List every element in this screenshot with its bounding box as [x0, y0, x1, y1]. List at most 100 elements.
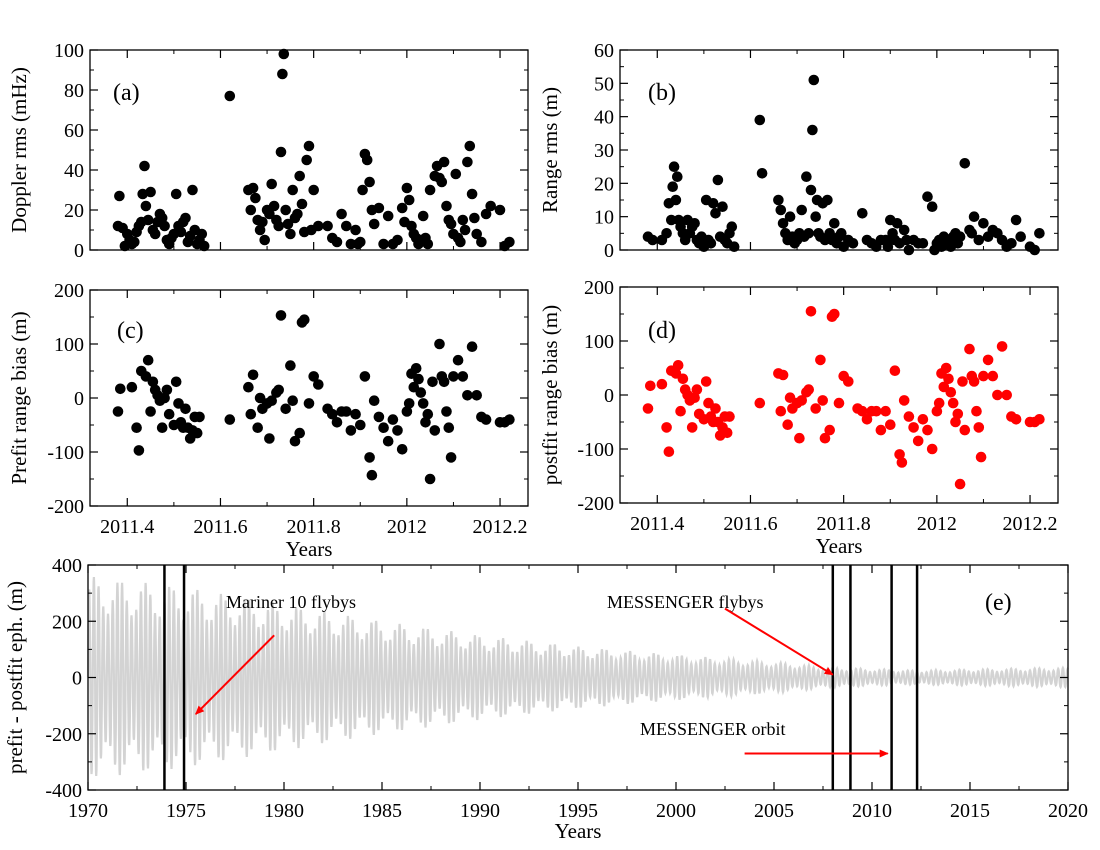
y-tick-label: 20 — [594, 173, 614, 195]
x-axis-title: Years — [816, 534, 863, 558]
data-point — [982, 354, 994, 366]
data-point — [903, 411, 915, 422]
data-point — [417, 398, 429, 409]
x-tick-label: 2011.6 — [193, 516, 247, 538]
data-point — [721, 427, 733, 439]
data-point — [156, 212, 168, 224]
x-tick-label: 2005 — [754, 800, 794, 822]
data-point — [822, 194, 833, 206]
data-point — [180, 403, 191, 415]
data-point — [717, 201, 728, 212]
data-point — [775, 405, 787, 417]
data-point — [170, 376, 182, 388]
data-point — [796, 395, 807, 406]
data-point — [355, 236, 366, 248]
data-point — [287, 395, 299, 407]
data-point — [142, 214, 154, 226]
data-point — [392, 425, 403, 436]
data-point — [773, 194, 784, 206]
data-point — [940, 362, 952, 374]
data-point — [359, 371, 371, 382]
data-point — [278, 48, 290, 60]
data-point — [810, 403, 821, 414]
data-point — [801, 171, 812, 182]
data-point — [308, 371, 320, 382]
annotation-label: Mariner 10 flybys — [226, 592, 356, 612]
y-tick-label: 0 — [74, 388, 84, 410]
data-point — [313, 220, 324, 232]
data-point — [912, 435, 924, 447]
y-tick-label: 50 — [594, 73, 614, 95]
data-point — [964, 343, 975, 355]
data-point — [133, 445, 145, 456]
data-point — [445, 218, 457, 230]
data-point — [975, 451, 987, 463]
y-tick-label: 40 — [64, 160, 84, 182]
data-point — [494, 204, 506, 216]
data-point — [672, 360, 684, 371]
data-point — [707, 198, 719, 209]
data-point — [689, 392, 700, 404]
y-axis-title: Prefit range bias (m) — [7, 311, 31, 484]
data-point — [413, 373, 424, 385]
data-point — [908, 422, 919, 433]
data-point — [159, 220, 170, 232]
x-tick-label: 1975 — [166, 800, 206, 822]
data-point — [156, 422, 168, 434]
data-point — [647, 234, 658, 246]
panel-label: (c) — [117, 318, 144, 344]
data-point — [313, 379, 324, 390]
data-point — [829, 308, 840, 320]
data-point — [885, 419, 896, 431]
data-point — [973, 422, 985, 433]
x-axis-title: Years — [286, 537, 333, 561]
data-point — [1034, 228, 1045, 239]
data-point — [273, 220, 285, 232]
y-tick-label: -200 — [45, 724, 82, 746]
data-point — [285, 228, 296, 240]
data-point — [280, 403, 292, 415]
panel-b: 0 10 20 30 40 50 60 Range rms (m) (b) — [538, 40, 1059, 262]
data-point — [819, 432, 831, 444]
data-point — [672, 171, 683, 182]
data-point — [198, 240, 210, 252]
data-point — [891, 218, 903, 229]
data-point — [336, 208, 347, 220]
data-point — [894, 449, 905, 460]
data-point — [1015, 231, 1026, 242]
data-point — [445, 452, 457, 463]
y-tick-label: 20 — [64, 200, 84, 222]
data-point — [170, 188, 182, 200]
data-point — [275, 310, 287, 321]
data-point — [810, 211, 821, 222]
data-point — [971, 405, 982, 417]
data-point — [294, 170, 306, 182]
y-tick-label: 100 — [54, 40, 84, 62]
data-point — [368, 395, 380, 407]
data-point — [754, 397, 766, 409]
y-tick-label: 0 — [604, 385, 614, 407]
data-point — [406, 220, 417, 232]
y-tick-label: 200 — [52, 611, 82, 633]
data-point — [805, 184, 817, 196]
annotation-label: MESSENGER orbit — [640, 719, 786, 739]
data-point — [382, 435, 394, 447]
data-point — [191, 427, 203, 439]
data-point — [917, 238, 929, 249]
x-tick-label: 2012 — [387, 516, 427, 538]
data-point — [331, 236, 343, 248]
data-point — [959, 424, 971, 436]
data-point — [705, 238, 717, 249]
data-point — [139, 160, 150, 172]
x-tick-label: 2020 — [1048, 800, 1088, 822]
x-tick-label: 1980 — [264, 800, 304, 822]
data-point — [259, 234, 271, 246]
data-point — [824, 424, 835, 436]
data-point — [180, 212, 191, 224]
data-point — [441, 406, 452, 417]
data-point — [396, 202, 408, 214]
data-point — [933, 397, 945, 409]
data-point — [476, 236, 487, 248]
data-point — [700, 376, 712, 387]
